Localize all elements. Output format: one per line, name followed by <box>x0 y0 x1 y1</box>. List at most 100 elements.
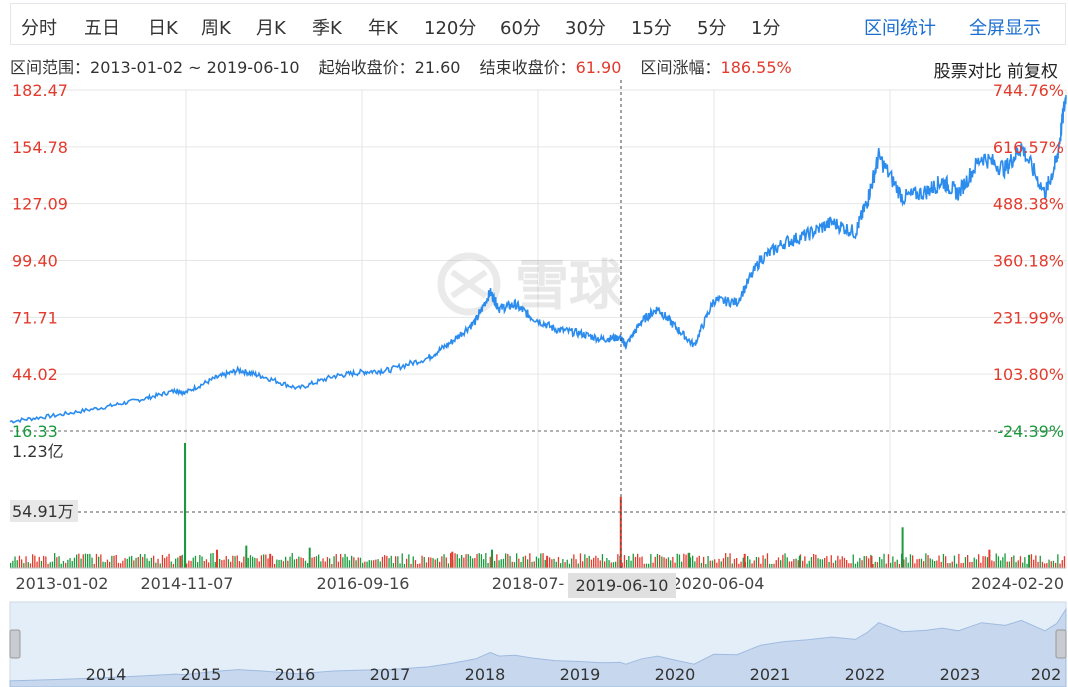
volume-bar <box>258 561 260 568</box>
volume-bar <box>729 553 731 568</box>
volume-bar <box>496 554 498 568</box>
navigator-handle-left[interactable] <box>9 629 21 659</box>
volume-bar <box>27 562 29 568</box>
volume-bar <box>579 553 582 568</box>
volume-bar <box>359 557 362 568</box>
volume-bar <box>67 559 69 568</box>
volume-bar <box>476 553 478 568</box>
volume-bar <box>555 561 557 568</box>
volume-bar <box>562 559 564 568</box>
volume-bar <box>175 558 177 568</box>
volume-bar <box>274 563 276 568</box>
volume-bar <box>982 556 984 568</box>
navigator-year-label: 202 <box>1031 665 1062 684</box>
volume-bar <box>742 557 744 568</box>
volume-bar <box>806 563 808 568</box>
volume-bar <box>69 558 71 568</box>
volume-bar <box>527 559 529 568</box>
volume-bar <box>505 553 507 568</box>
navigator-year-label: 2022 <box>845 665 886 684</box>
volume-bar <box>964 557 967 568</box>
tab-120min[interactable]: 120分 <box>424 18 477 39</box>
tab-intraday[interactable]: 分时 <box>21 18 57 39</box>
fullscreen-link[interactable]: 全屏显示 <box>969 18 1041 39</box>
volume-bar <box>62 561 65 568</box>
volume-bar <box>403 564 406 568</box>
volume-bar <box>672 556 674 568</box>
range-label: 区间范围： <box>10 58 91 77</box>
volume-bar <box>131 555 133 568</box>
tab-quarterly-k[interactable]: 季K <box>312 18 342 39</box>
volume-bar <box>137 557 139 568</box>
tab-five-day[interactable]: 五日 <box>84 18 120 39</box>
volume-bar <box>938 555 940 568</box>
tab-monthly-k[interactable]: 月K <box>256 18 286 39</box>
volume-bar <box>1057 554 1059 568</box>
volume-bar <box>56 557 58 568</box>
volume-bar <box>302 558 304 568</box>
forward-adjust-button[interactable]: 前复权 <box>1007 62 1058 82</box>
volume-bar <box>601 554 604 568</box>
volume-bar <box>214 562 216 568</box>
range-stats-link[interactable]: 区间统计 <box>864 18 936 39</box>
volume-bar <box>375 559 377 568</box>
volume-bar <box>381 556 384 568</box>
stock-compare-button[interactable]: 股票对比 <box>933 62 1002 82</box>
volume-bar <box>791 561 793 568</box>
volume-bar <box>498 560 500 568</box>
tab-daily-k[interactable]: 日K <box>148 18 178 39</box>
volume-bar <box>47 563 49 568</box>
volume-spike-bar <box>308 547 311 568</box>
volume-bar <box>21 559 23 568</box>
tab-yearly-k[interactable]: 年K <box>368 18 398 39</box>
range-value: 2013-01-02 ~ 2019-06-10 <box>90 58 300 77</box>
chart-grid <box>10 89 1067 568</box>
volume-bar <box>962 562 964 568</box>
volume-bar <box>665 558 667 568</box>
volume-bar <box>641 556 643 568</box>
y-tick-right: 616.57% <box>993 138 1064 157</box>
tab-5min[interactable]: 5分 <box>697 18 727 39</box>
volume-bar <box>199 555 201 568</box>
volume-bar <box>256 558 258 568</box>
volume-bar <box>377 559 379 568</box>
tab-1min[interactable]: 1分 <box>751 18 781 39</box>
navigator-handle-right[interactable] <box>1055 629 1067 659</box>
volume-bar <box>342 557 344 568</box>
volume-bar <box>417 564 419 568</box>
volume-bar <box>815 554 817 568</box>
volume-bar <box>518 558 520 568</box>
tab-15min[interactable]: 15分 <box>631 18 672 39</box>
volume-bar <box>337 561 340 568</box>
y-tick-left: 182.47 <box>12 81 68 100</box>
volume-bar <box>287 560 289 568</box>
volume-bar <box>278 559 280 568</box>
volume-bar <box>549 557 551 568</box>
volume-bar <box>309 554 311 568</box>
volume-bar <box>49 562 51 568</box>
tab-60min[interactable]: 60分 <box>500 18 541 39</box>
volume-bar <box>221 560 223 568</box>
navigator-year-label: 2015 <box>181 665 222 684</box>
volume-bar <box>38 556 40 568</box>
volume-bar <box>681 561 683 568</box>
volume-bar <box>1030 554 1033 568</box>
volume-bar <box>557 557 560 568</box>
volume-bar <box>722 558 725 568</box>
navigator-year-label: 2018 <box>465 665 506 684</box>
volume-bar <box>225 555 227 568</box>
volume-bar <box>604 561 606 568</box>
volume-bar <box>956 563 958 568</box>
volume-bar <box>1028 564 1030 568</box>
volume-bar <box>841 556 843 568</box>
volume-bar <box>824 558 826 568</box>
volume-bar <box>973 557 975 568</box>
volume-bar <box>18 555 21 568</box>
tab-weekly-k[interactable]: 周K <box>201 18 231 39</box>
volume-bar <box>102 561 104 568</box>
volume-bar <box>764 558 766 568</box>
y-tick-left: 44.02 <box>12 365 58 384</box>
volume-bar <box>109 561 111 568</box>
tab-30min[interactable]: 30分 <box>565 18 606 39</box>
volume-bar <box>991 560 993 568</box>
